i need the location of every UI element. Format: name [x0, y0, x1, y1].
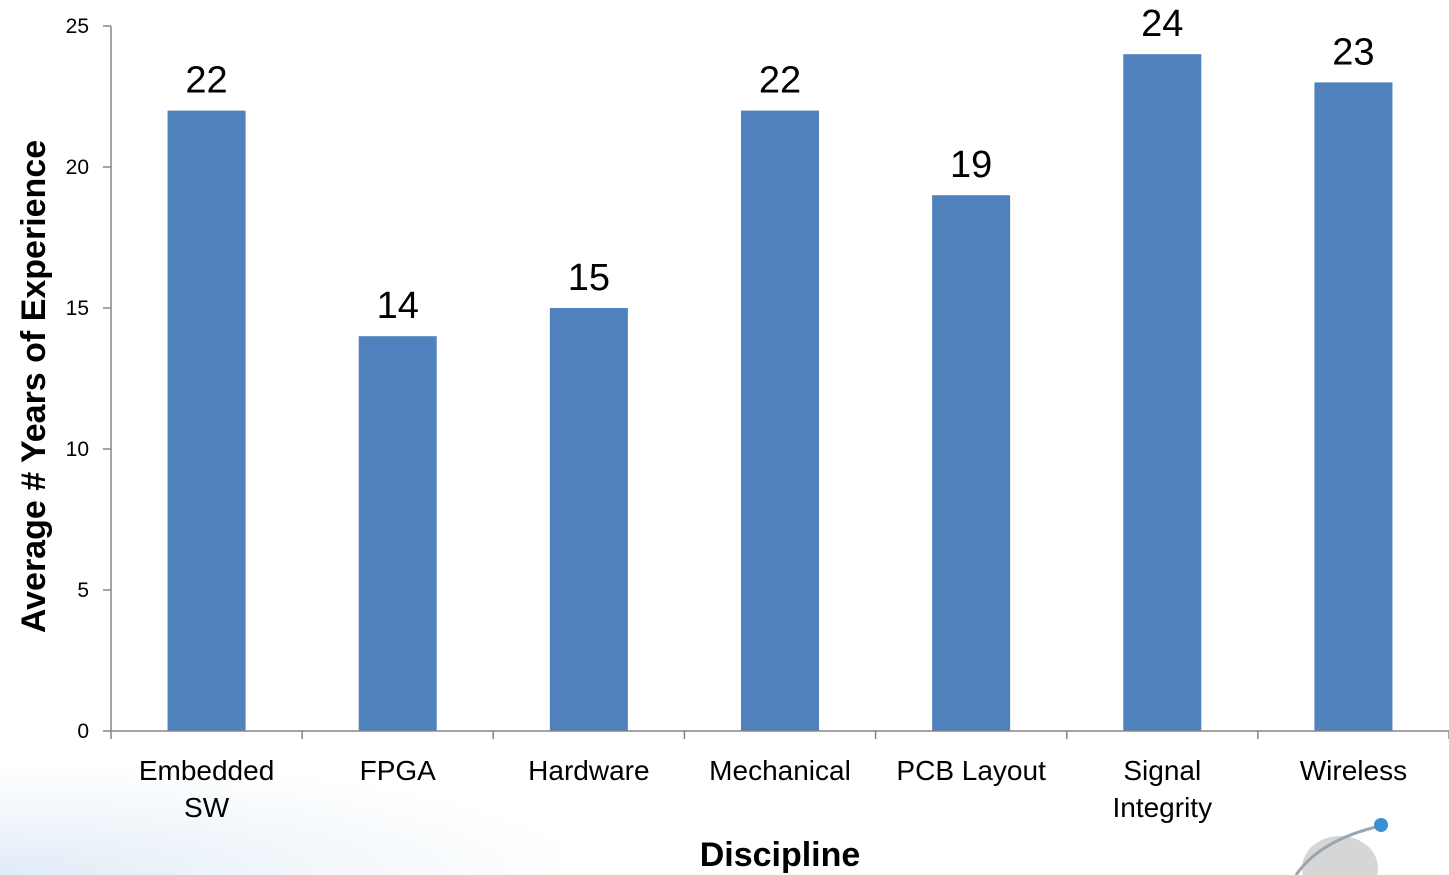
- y-tick-label: 20: [66, 156, 89, 179]
- x-axis-title: Discipline: [700, 836, 861, 874]
- bar: [549, 308, 628, 731]
- data-label: 14: [377, 285, 419, 327]
- category-label: SW: [184, 792, 230, 823]
- data-label: 23: [1332, 31, 1374, 73]
- bar: [167, 110, 246, 732]
- category-label: FPGA: [360, 755, 437, 786]
- category-label: Embedded: [139, 755, 274, 786]
- bar: [358, 336, 437, 731]
- bar: [932, 195, 1011, 731]
- company-logo: [1294, 818, 1388, 875]
- category-label: Hardware: [528, 755, 649, 786]
- bars: [167, 54, 1393, 732]
- x-axis-categories: Embedded SW FPGA Hardware Mechanical PCB Layo…: [139, 755, 1407, 823]
- y-tick-label: 25: [66, 15, 89, 38]
- bar: [741, 110, 819, 732]
- data-label: 15: [568, 257, 610, 299]
- category-label: Wireless: [1300, 755, 1407, 786]
- category-label: Integrity: [1112, 792, 1212, 823]
- y-tick-label: 5: [77, 579, 89, 602]
- y-axis-ticks: 0 5 10 15 20 25: [66, 15, 1449, 743]
- bar: [1314, 82, 1393, 731]
- y-axis-title: Average # Years of Experience: [15, 140, 53, 633]
- y-tick-label: 0: [77, 720, 89, 743]
- data-labels: 22 14 15 22 19 24 23: [185, 3, 1374, 327]
- data-label: 24: [1141, 3, 1183, 45]
- y-tick-label: 10: [66, 438, 89, 461]
- y-tick-label: 15: [66, 297, 89, 320]
- bar: [1123, 54, 1202, 731]
- category-label: Mechanical: [709, 755, 851, 786]
- category-label: Signal: [1123, 755, 1201, 786]
- data-label: 22: [759, 60, 801, 102]
- category-label: PCB Layout: [896, 755, 1046, 786]
- data-label: 22: [185, 60, 227, 102]
- data-label: 19: [950, 144, 992, 186]
